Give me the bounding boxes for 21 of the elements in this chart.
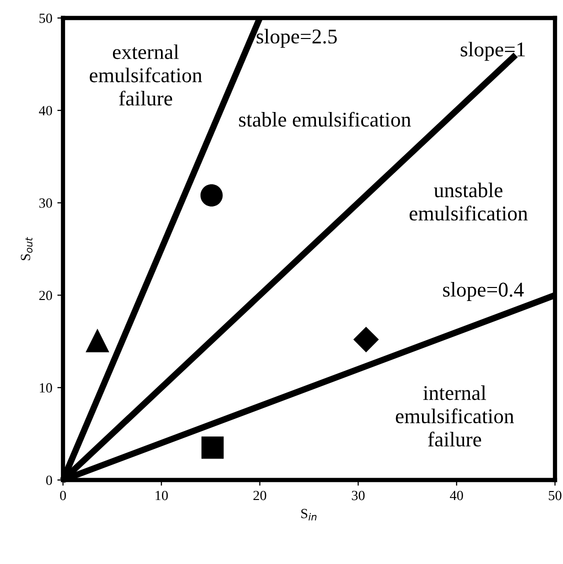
x-tick-label: 30 xyxy=(352,490,365,500)
annotation: internal emulsification failure xyxy=(396,385,514,447)
x-tick-label: 0 xyxy=(60,490,66,500)
y-tick-label: 40 xyxy=(38,106,52,116)
y-tick-label: 50 xyxy=(40,14,52,23)
y-tick-label: 20 xyxy=(39,290,52,300)
annotation: unstable emulsification xyxy=(410,182,528,221)
annotation: slope=0.4 xyxy=(443,282,524,301)
annotation: stable emulsification xyxy=(239,112,411,127)
y-tick-label: 10 xyxy=(40,383,52,393)
x-tick-label: 40 xyxy=(450,490,464,500)
annotation: external emulsifcation failure xyxy=(90,44,202,106)
x-tick-label: 20 xyxy=(253,490,266,500)
y-tick-label: 0 xyxy=(46,476,52,485)
x-tick-label: 10 xyxy=(156,490,168,500)
annotation: slope=1 xyxy=(460,42,525,61)
y-tick-label: 30 xyxy=(39,198,52,208)
annotation: slope=2.5 xyxy=(256,28,337,48)
x-axis-title: S$_{in}$ xyxy=(301,508,316,520)
x-tick-label: 50 xyxy=(548,490,562,500)
y-axis-title: S$_{out}$ xyxy=(20,237,32,260)
